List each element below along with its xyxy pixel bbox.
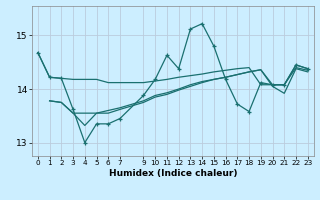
X-axis label: Humidex (Indice chaleur): Humidex (Indice chaleur) [108,169,237,178]
